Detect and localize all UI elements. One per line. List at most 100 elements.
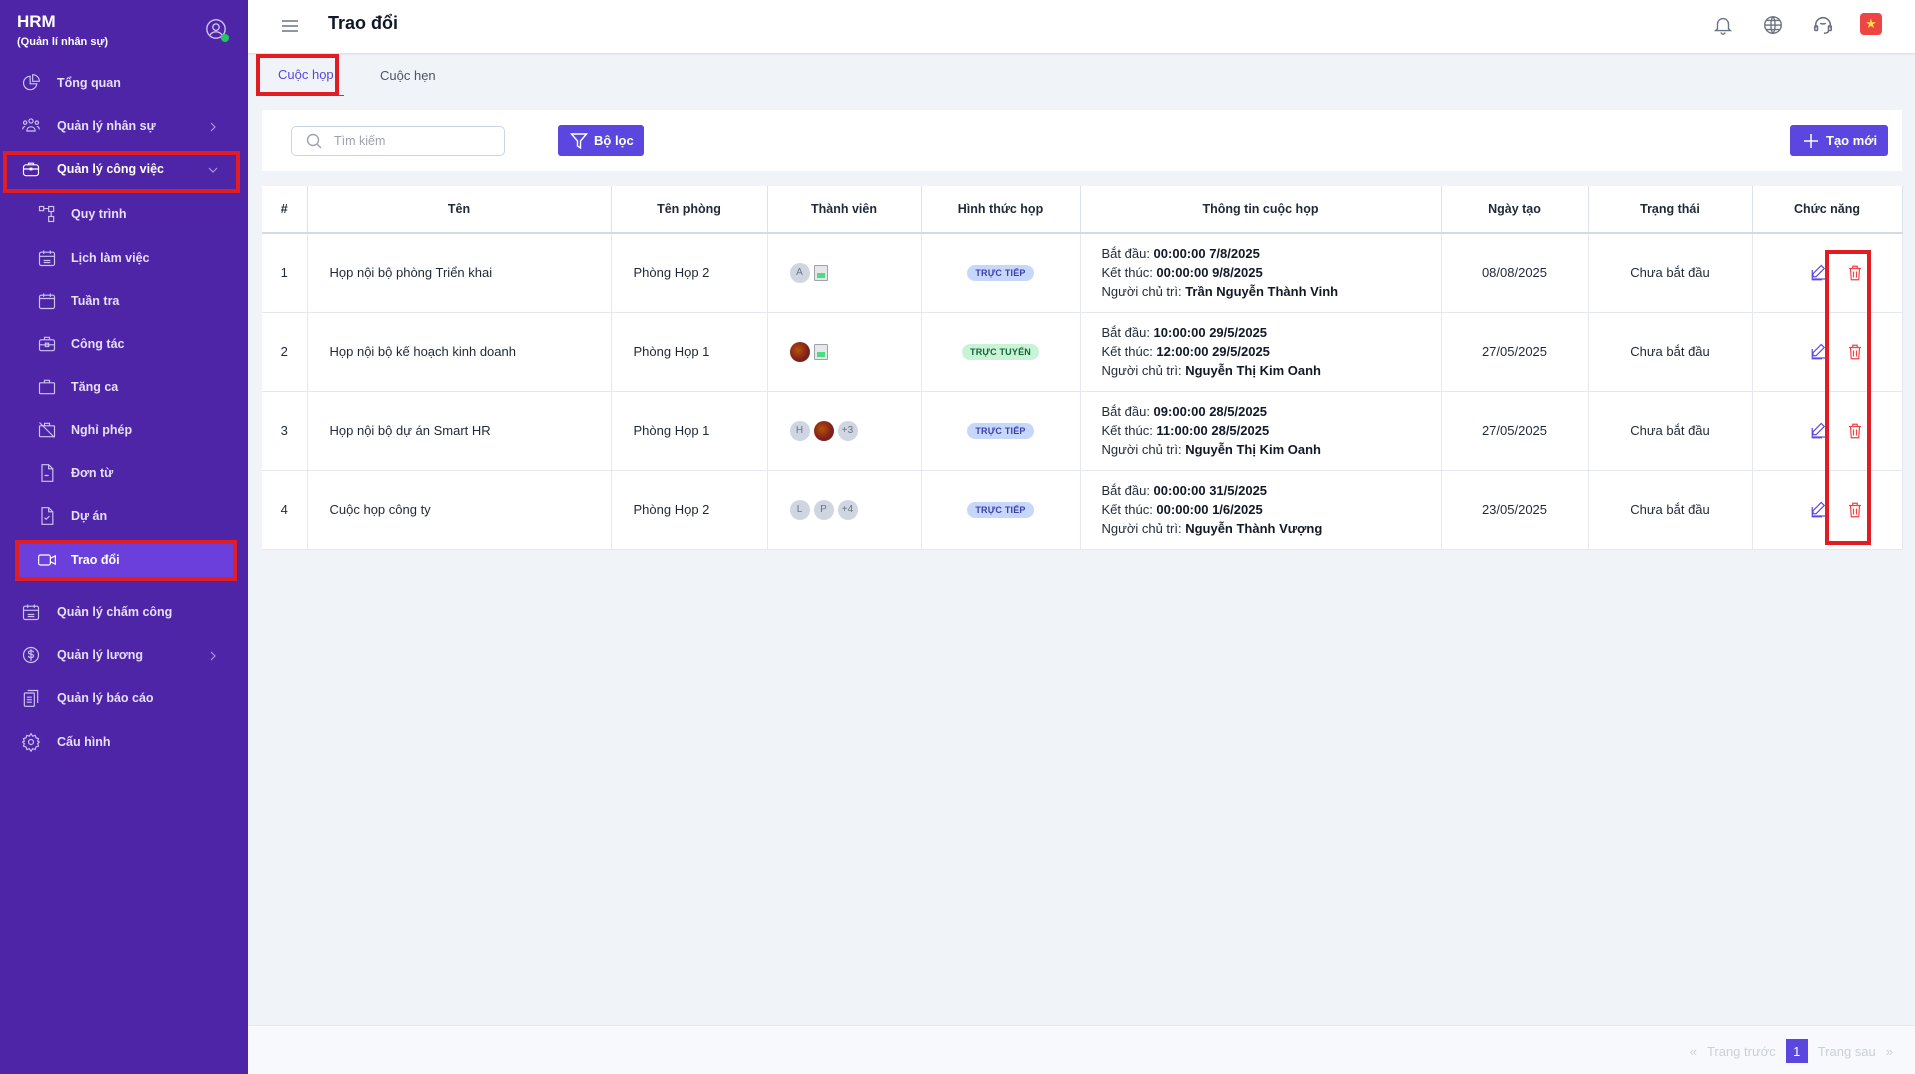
- edit-icon[interactable]: [1810, 264, 1828, 282]
- info-cell: Bắt đầu: 09:00:00 28/5/2025 Kết thúc: 11…: [1080, 391, 1442, 471]
- gear-icon: [21, 732, 41, 753]
- sidebar-item-tang-ca[interactable]: Tăng ca: [0, 367, 248, 407]
- sidebar-item-cong-tac[interactable]: Công tác: [0, 324, 248, 364]
- sidebar-item-quan-ly-luong[interactable]: Quản lý lương: [0, 635, 248, 675]
- filter-icon: [569, 132, 589, 150]
- avatar-photo: [813, 420, 834, 441]
- table-row[interactable]: 4 Cuộc họp công ty Phòng Họp 2 L P +4 TR…: [262, 470, 1903, 550]
- host-name: Trần Nguyễn Thành Vinh: [1185, 284, 1339, 300]
- online-status-dot: [221, 34, 229, 42]
- brand-subtitle: (Quản lí nhân sự): [17, 36, 109, 48]
- sidebar-item-trao-doi[interactable]: Trao đổi: [17, 542, 234, 577]
- hamburger-menu-icon[interactable]: [281, 17, 299, 35]
- type-cell: TRỰC TUYẾN: [921, 312, 1081, 392]
- search-input[interactable]: [334, 131, 499, 151]
- edit-icon[interactable]: [1810, 422, 1828, 440]
- status: Chưa bắt đầu: [1588, 470, 1753, 550]
- row-index: 3: [262, 391, 308, 471]
- avatar-more-count: +3: [837, 420, 858, 441]
- tab-cuoc-hen[interactable]: Cuộc hẹn: [380, 67, 436, 83]
- col-header-created: Ngày tạo: [1441, 186, 1589, 234]
- table-row[interactable]: 1 Họp nội bộ phòng Triển khai Phòng Họp …: [262, 233, 1903, 313]
- sidebar-item-quan-ly-bao-cao[interactable]: Quản lý báo cáo: [0, 678, 248, 718]
- bag-icon: [37, 377, 57, 397]
- delete-icon[interactable]: [1846, 422, 1864, 440]
- col-header-members: Thành viên: [767, 186, 922, 234]
- members-cell: H +3: [767, 391, 922, 471]
- actions-cell: [1752, 233, 1903, 313]
- avatar: P: [813, 499, 834, 520]
- room-name: Phòng Họp 1: [611, 391, 768, 471]
- edit-icon[interactable]: [1810, 343, 1828, 361]
- table-row[interactable]: 3 Họp nội bộ dự án Smart HR Phòng Họp 1 …: [262, 391, 1903, 471]
- created-date: 27/05/2025: [1441, 312, 1589, 392]
- document-check-icon: [37, 506, 57, 526]
- search-icon: [306, 133, 322, 149]
- room-name: Phòng Họp 1: [611, 312, 768, 392]
- chevron-down-icon: [208, 164, 218, 174]
- sidebar-item-quan-ly-cong-viec[interactable]: Quản lý công việc: [0, 149, 248, 189]
- user-profile-icon[interactable]: [205, 18, 229, 42]
- chevron-right-icon: [208, 121, 218, 132]
- search-box[interactable]: [291, 126, 505, 156]
- bell-icon[interactable]: [1712, 14, 1734, 36]
- page-number-current[interactable]: 1: [1785, 1039, 1808, 1063]
- delete-icon[interactable]: [1846, 501, 1864, 519]
- prev-page-button[interactable]: Trang trước: [1706, 1043, 1776, 1059]
- document-icon: [37, 463, 57, 483]
- status: Chưa bắt đầu: [1588, 312, 1753, 392]
- create-new-button[interactable]: Tạo mới: [1790, 125, 1888, 156]
- pagination: « Trang trước 1 Trang sau »: [1690, 1039, 1893, 1063]
- users-icon: [21, 116, 41, 136]
- sidebar-item-lich-lam-viec[interactable]: Lịch làm việc: [0, 238, 248, 278]
- row-index: 4: [262, 470, 308, 550]
- avatar-more-count: +4: [837, 499, 858, 520]
- last-page-button[interactable]: »: [1885, 1043, 1893, 1059]
- delete-icon[interactable]: [1846, 264, 1864, 282]
- type-cell: TRỰC TIẾP: [921, 470, 1081, 550]
- room-name: Phòng Họp 2: [611, 233, 768, 313]
- first-page-button[interactable]: «: [1689, 1043, 1697, 1059]
- sidebar-item-tuan-tra[interactable]: Tuần tra: [0, 281, 248, 321]
- created-date: 27/05/2025: [1441, 391, 1589, 471]
- toolbar: Bộ lọc Tạo mới: [262, 110, 1902, 171]
- end-time: 00:00:00 1/6/2025: [1156, 502, 1263, 517]
- vietnam-flag-icon[interactable]: ★: [1860, 13, 1882, 35]
- meeting-name: Cuộc họp công ty: [307, 470, 612, 550]
- meeting-name: Họp nội bộ phòng Triển khai: [307, 233, 612, 313]
- meetings-table: # Tên Tên phòng Thành viên Hình thức họp…: [262, 186, 1903, 550]
- host-name: Nguyễn Thành Vượng: [1185, 521, 1323, 536]
- avatar: H: [789, 420, 810, 441]
- briefcase-icon: [21, 159, 41, 179]
- delete-icon[interactable]: [1846, 343, 1864, 361]
- host-name: Nguyễn Thị Kim Oanh: [1185, 363, 1321, 378]
- edit-icon[interactable]: [1810, 501, 1828, 519]
- sidebar-item-tong-quan[interactable]: Tổng quan: [0, 63, 248, 103]
- video-icon: [37, 550, 57, 570]
- col-header-info: Thông tin cuộc họp: [1080, 186, 1442, 234]
- sidebar-item-quan-ly-cham-cong[interactable]: Quản lý chấm công: [0, 592, 248, 632]
- status: Chưa bắt đầu: [1588, 391, 1753, 471]
- end-time: 11:00:00 28/5/2025: [1156, 423, 1270, 438]
- sidebar-item-quan-ly-nhan-su[interactable]: Quản lý nhân sự: [0, 106, 248, 146]
- sidebar-item-cau-hinh[interactable]: Cấu hình: [0, 722, 248, 762]
- table-row[interactable]: 2 Họp nội bộ kế hoạch kinh doanh Phòng H…: [262, 312, 1903, 392]
- type-cell: TRỰC TIẾP: [921, 391, 1081, 471]
- next-page-button[interactable]: Trang sau: [1817, 1043, 1876, 1059]
- tab-cuoc-hop[interactable]: Cuộc họp: [268, 54, 344, 96]
- filter-button[interactable]: Bộ lọc: [558, 125, 644, 156]
- sidebar-item-nghi-phep[interactable]: Nghỉ phép: [0, 410, 248, 450]
- sidebar-item-quy-trinh[interactable]: Quy trình: [0, 194, 248, 234]
- meeting-name: Họp nội bộ kế hoạch kinh doanh: [307, 312, 612, 392]
- sidebar-item-don-tu[interactable]: Đơn từ: [0, 453, 248, 493]
- calendar-blank-icon: [37, 291, 57, 311]
- globe-icon[interactable]: [1762, 14, 1784, 36]
- filter-label: Bộ lọc: [594, 133, 634, 148]
- end-time: 00:00:00 9/8/2025: [1156, 265, 1263, 281]
- broken-image-icon: [813, 264, 828, 281]
- sidebar-item-du-an[interactable]: Dự án: [0, 496, 248, 536]
- row-index: 1: [262, 233, 308, 313]
- headset-icon[interactable]: [1812, 14, 1834, 36]
- page-title: Trao đổi: [328, 13, 399, 33]
- info-cell: Bắt đầu: 10:00:00 29/5/2025 Kết thúc: 12…: [1080, 312, 1442, 392]
